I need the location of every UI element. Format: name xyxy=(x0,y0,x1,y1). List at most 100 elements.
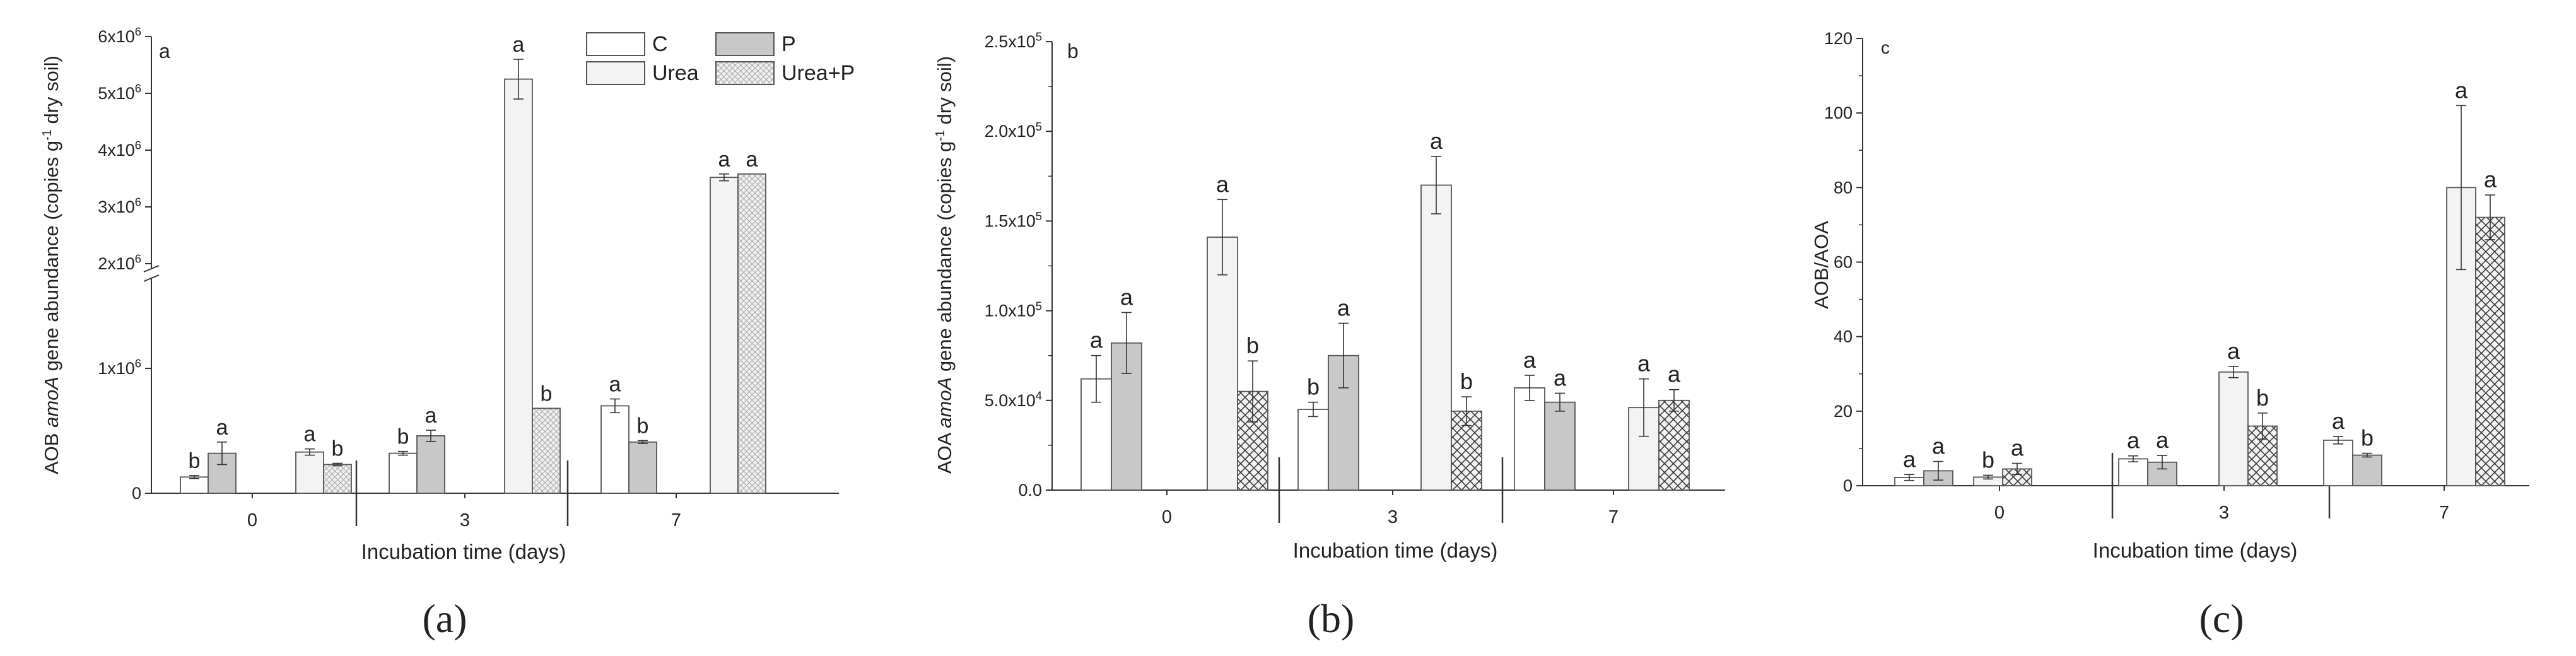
significance-letter: b xyxy=(2361,425,2374,451)
significance-letter: b xyxy=(637,414,649,438)
significance-letter: a xyxy=(1216,171,1229,197)
significance-letter: a xyxy=(2127,428,2140,454)
significance-letter: a xyxy=(425,404,437,428)
x-tick-label: 7 xyxy=(1608,507,1619,527)
legend-label: P xyxy=(782,32,796,56)
bar-urea-p xyxy=(1237,390,1268,491)
y-axis-label: AOA amoA gene abundance (copies g-1 dry … xyxy=(934,56,956,474)
x-tick-label: 3 xyxy=(460,510,470,530)
significance-letter: b xyxy=(541,382,553,406)
legend-label: C xyxy=(652,32,668,56)
significance-letter: b xyxy=(332,436,344,460)
bar-c xyxy=(1080,378,1112,491)
y-tick-label: 60 xyxy=(1834,253,1853,272)
significance-letter: b xyxy=(189,449,201,473)
bar-c xyxy=(2323,440,2353,486)
significance-letter: a xyxy=(746,148,758,172)
bar-c xyxy=(180,476,209,494)
x-tick-label: 7 xyxy=(2439,503,2449,523)
y-tick-label: 4x106 xyxy=(98,139,141,160)
significance-letter: a xyxy=(2332,408,2345,434)
legend-swatch xyxy=(586,32,645,56)
significance-letter: a xyxy=(609,373,621,397)
significance-letter: a xyxy=(718,148,730,172)
significance-letter: a xyxy=(216,416,228,440)
panel-letter: b xyxy=(1067,40,1079,62)
significance-letter: a xyxy=(1430,128,1443,154)
y-tick-label: 2.0x105 xyxy=(985,120,1042,141)
significance-letter: a xyxy=(2484,167,2497,192)
y-tick-label: 1.0x105 xyxy=(985,299,1042,320)
y-tick-label: 5.0x104 xyxy=(985,389,1042,410)
significance-letter: a xyxy=(1120,284,1133,310)
bar-p xyxy=(416,435,445,494)
legend-swatch xyxy=(715,32,775,56)
significance-letter: b xyxy=(1982,447,1994,472)
bar-c xyxy=(1514,387,1545,491)
bar-urea-p xyxy=(2475,216,2505,486)
legend-label: Urea+P xyxy=(782,61,855,85)
panel-letter: a xyxy=(159,40,170,62)
y-tick-label: 1x106 xyxy=(98,357,141,378)
significance-letter: a xyxy=(1903,446,1916,472)
bar-urea xyxy=(504,78,533,494)
y-tick-label: 20 xyxy=(1834,402,1853,421)
sub-figure-caption: (c) xyxy=(2199,596,2244,641)
significance-letter: a xyxy=(513,33,525,57)
y-axis-label: AOB/AOA xyxy=(1810,221,1832,309)
significance-letter: a xyxy=(1337,295,1350,321)
significance-letter: a xyxy=(1090,327,1103,353)
bar-urea-p xyxy=(1658,399,1690,491)
panel-letter: c xyxy=(1881,38,1890,57)
legend: C P Urea Urea+P xyxy=(586,32,855,85)
bar-urea xyxy=(1207,237,1238,491)
y-tick-label: 1.5x105 xyxy=(985,209,1042,230)
y-tick-label: 80 xyxy=(1834,178,1853,197)
significance-letter: a xyxy=(1554,365,1567,390)
significance-letter: a xyxy=(2227,338,2240,364)
significance-letter: b xyxy=(2256,385,2269,411)
y-tick-label: 0 xyxy=(132,484,141,503)
bar-p xyxy=(628,441,657,494)
bar-c xyxy=(600,405,629,494)
axis-break-mark xyxy=(143,265,160,282)
bar-urea xyxy=(710,177,739,494)
significance-letter: a xyxy=(1932,433,1945,459)
legend-swatch xyxy=(586,61,645,85)
x-tick-label: 0 xyxy=(247,510,257,530)
x-tick-label: 0 xyxy=(1994,503,2005,523)
significance-letter: a xyxy=(304,423,316,447)
significance-letter: a xyxy=(1523,347,1537,373)
significance-letter: a xyxy=(2156,427,2169,453)
bar-p xyxy=(1544,401,1576,491)
sub-figure-caption: (a) xyxy=(422,596,467,641)
x-axis-label: Incubation time (days) xyxy=(2093,539,2298,562)
y-tick-label: 3x106 xyxy=(98,196,141,216)
bar-urea xyxy=(1420,184,1452,491)
y-tick-label: 2x106 xyxy=(98,252,141,273)
y-tick-label: 6x106 xyxy=(98,25,141,46)
bar-urea xyxy=(2218,371,2249,486)
significance-letter: a xyxy=(2011,435,2024,461)
y-tick-label: 5x106 xyxy=(98,82,141,103)
bar-c xyxy=(1297,409,1329,491)
y-tick-label: 2.5x105 xyxy=(985,30,1042,51)
significance-letter: b xyxy=(1246,332,1259,358)
y-tick-label: 0.0 xyxy=(1018,481,1042,500)
bar-urea xyxy=(295,451,324,494)
x-axis-label: Incubation time (days) xyxy=(361,540,566,563)
legend-label: Urea xyxy=(652,61,699,85)
legend-swatch xyxy=(715,61,775,85)
significance-letter: b xyxy=(1460,368,1473,394)
bar-urea-p xyxy=(532,407,561,494)
bar-p xyxy=(2352,454,2382,486)
y-tick-label: 120 xyxy=(1824,29,1853,48)
bar-urea-p xyxy=(323,464,352,494)
y-tick-label: 0 xyxy=(1843,476,1853,495)
bar-c xyxy=(389,452,418,494)
significance-letter: a xyxy=(2455,77,2468,103)
bar-urea-p xyxy=(737,173,766,494)
